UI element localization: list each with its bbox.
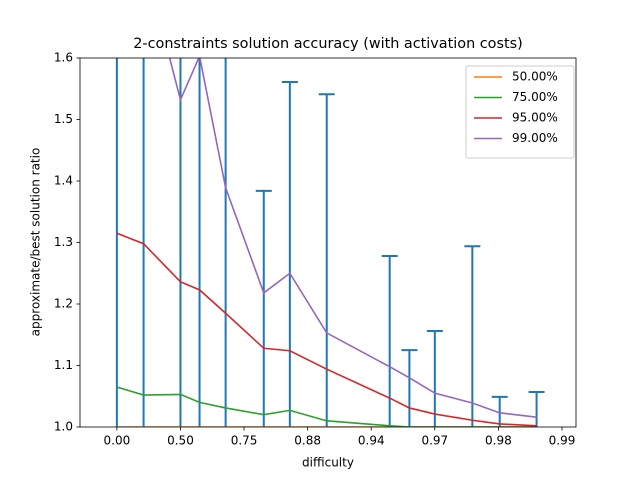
y-tick-label: 1.2 xyxy=(54,297,73,311)
plot-area xyxy=(115,58,545,427)
legend-label: 75.00% xyxy=(512,90,558,104)
x-tick-label: 0.94 xyxy=(358,434,385,448)
x-tick-label: 0.99 xyxy=(549,434,576,448)
x-tick-label: 0.98 xyxy=(485,434,512,448)
legend-label: 95.00% xyxy=(512,111,558,125)
y-axis-label: approximate/best solution ratio xyxy=(29,148,43,337)
legend-label: 50.00% xyxy=(512,70,558,84)
y-tick-label: 1.5 xyxy=(54,112,73,126)
y-tick-label: 1.6 xyxy=(54,51,73,65)
x-axis-label: difficulty xyxy=(302,456,354,470)
series-line xyxy=(116,386,537,427)
y-tick-label: 1.4 xyxy=(54,174,73,188)
y-tick-label: 1.0 xyxy=(54,420,73,434)
series-line xyxy=(168,58,537,418)
x-tick-label: 0.88 xyxy=(294,434,321,448)
chart-title: 2-constraints solution accuracy (with ac… xyxy=(133,36,523,52)
axes: 1.0 1.1 1.2 1.3 1.4 1.5 1.6 0.00 0.50 0.75 0.88 0.9… xyxy=(54,51,577,448)
y-tick-label: 1.1 xyxy=(54,358,73,372)
legend-label: 99.00% xyxy=(512,131,558,145)
x-tick-label: 0.75 xyxy=(231,434,258,448)
x-tick-label: 0.50 xyxy=(167,434,194,448)
x-tick-label: 0.00 xyxy=(104,434,131,448)
legend-box xyxy=(465,65,575,159)
x-tick-label: 0.97 xyxy=(421,434,448,448)
series-line xyxy=(116,232,537,427)
y-tick-label: 1.3 xyxy=(54,235,73,249)
